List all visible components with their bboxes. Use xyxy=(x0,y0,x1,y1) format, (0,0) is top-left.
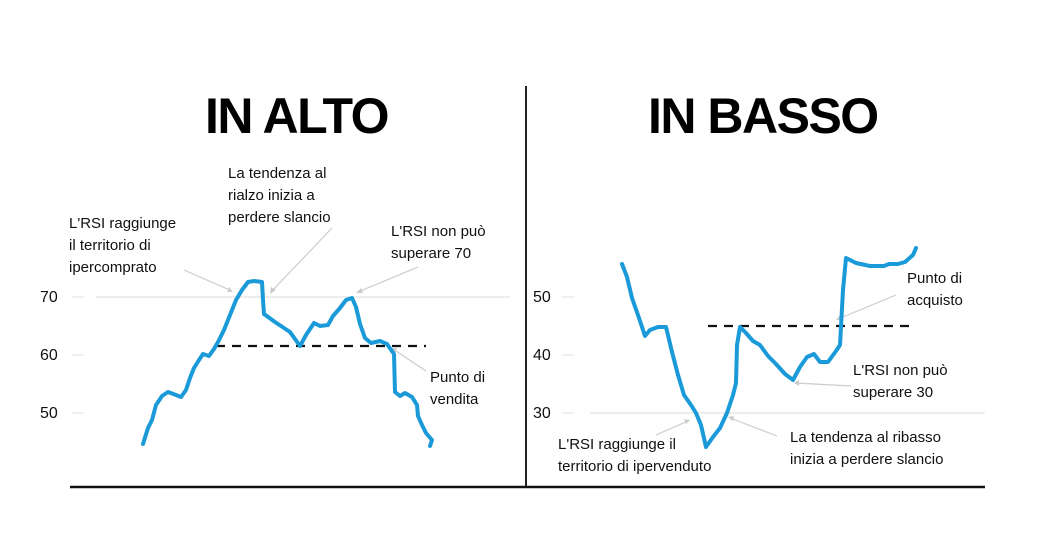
annotation-overbought: L'RSI raggiunge il territorio di ipercom… xyxy=(69,215,177,276)
annotation-sell-point: Punto di vendita xyxy=(430,369,486,408)
y-tick-40: 40 xyxy=(533,347,551,364)
annotation-uptrend-momentum: La tendenza al rialzo inizia a perdere s… xyxy=(228,165,331,226)
left-leader-lines xyxy=(183,227,427,372)
annotation-cannot-exceed-70: L'RSI non può superare 70 xyxy=(391,223,486,262)
panel-title-oversold: IN BASSO xyxy=(648,88,879,144)
right-leader-lines xyxy=(655,294,897,437)
y-tick-70: 70 xyxy=(40,289,58,306)
annotation-oversold: L'RSI raggiunge il territorio di iperven… xyxy=(558,436,712,475)
right-gridlines xyxy=(562,296,985,414)
y-tick-60: 60 xyxy=(40,347,58,364)
rsi-line-oversold xyxy=(620,246,918,449)
annotation-downtrend-momentum: La tendenza al ribasso inizia a perdere … xyxy=(790,429,944,468)
left-gridlines xyxy=(72,296,510,414)
y-tick-50: 50 xyxy=(40,405,58,422)
panel-title-overbought: IN ALTO xyxy=(205,88,390,144)
y-tick-30: 30 xyxy=(533,405,551,422)
y-tick-50: 50 xyxy=(533,289,551,306)
annotation-buy-point: Punto di acquisto xyxy=(907,270,963,309)
annotation-cannot-exceed-30: L'RSI non può superare 30 xyxy=(853,362,948,401)
rsi-line-overbought xyxy=(141,279,434,448)
